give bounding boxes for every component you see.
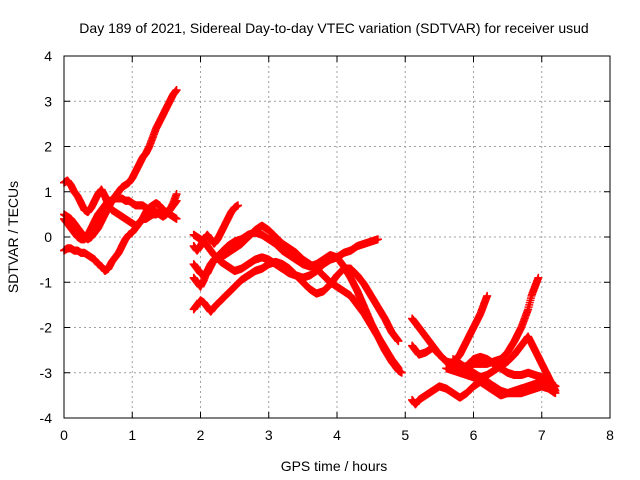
x-tick-label: 2 [197,427,205,443]
y-tick-label: 0 [44,229,52,245]
data-point [394,337,403,346]
y-axis-ticks: -4 -3 -2 -1 0 1 2 3 4 [40,48,610,426]
data-point [234,201,243,210]
y-tick-label: 3 [44,93,52,109]
x-tick-label: 6 [470,427,478,443]
y-axis-label: SDTVAR / TECUs [5,181,21,293]
x-tick-label: 4 [333,427,341,443]
data-points [60,85,560,409]
data-point [394,364,403,373]
y-tick-label: -4 [40,410,53,426]
chart-title: Day 189 of 2021, Sidereal Day-to-day VTE… [79,20,588,36]
data-point [397,368,406,377]
x-tick-label: 3 [265,427,273,443]
y-tick-label: -3 [40,365,53,381]
data-point [172,190,181,199]
y-tick-label: -1 [40,274,53,290]
y-tick-label: 1 [44,184,52,200]
data-point [373,235,382,244]
x-tick-label: 5 [401,427,409,443]
y-tick-label: 4 [44,48,52,64]
data-point [483,291,492,300]
y-tick-label: 2 [44,139,52,155]
x-tick-label: 1 [128,427,136,443]
data-point [172,85,181,94]
x-tick-label: 7 [538,427,546,443]
data-point [551,389,560,398]
x-axis-label: GPS time / hours [281,458,388,474]
data-point [172,214,181,223]
x-axis-ticks: 0 1 2 3 4 5 6 7 8 [60,56,614,443]
data-point [172,196,181,205]
y-tick-label: -2 [40,320,53,336]
x-tick-label: 8 [606,427,614,443]
x-tick-label: 0 [60,427,68,443]
data-point [534,273,543,282]
grid [64,56,610,418]
